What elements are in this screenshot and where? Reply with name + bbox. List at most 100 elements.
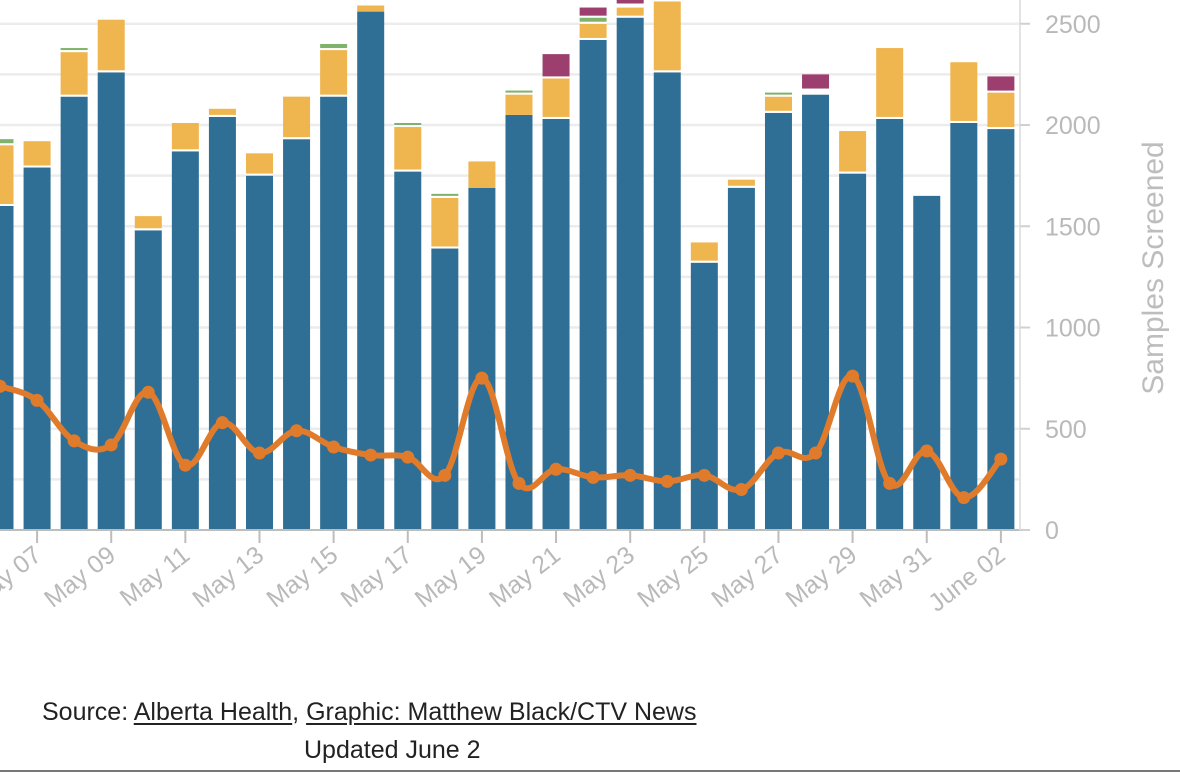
bar-series-blue: [690, 262, 718, 530]
bar-series-white-gap: [802, 92, 830, 95]
bar-series-blue: [23, 167, 51, 530]
bar-series-blue: [542, 118, 570, 531]
bar-series-blue: [245, 175, 273, 530]
bar-series-yellow: [653, 1, 681, 71]
bar-series-yellow: [579, 23, 607, 38]
bar-series-green: [505, 90, 533, 93]
bar-series-white-gap-2: [764, 94, 792, 97]
bar-series-yellow: [616, 7, 644, 16]
bar-series-blue: [727, 187, 755, 530]
bar-series-white-gap-3: [542, 76, 570, 79]
x-tick-label: May 23: [558, 541, 640, 614]
line-point: [623, 468, 637, 482]
bar-series-yellow: [876, 48, 904, 117]
line-point: [0, 379, 7, 393]
bar-series-purple: [987, 76, 1015, 91]
line-point: [771, 446, 785, 460]
bar-series-white-gap: [839, 171, 867, 174]
line-point: [141, 385, 155, 399]
bar-series-white-gap: [764, 110, 792, 113]
bar-series-white-gap: [690, 260, 718, 263]
y-tick-labels: 0 500 1000 1500 2000 2500: [1045, 11, 1101, 545]
bar-series-purple: [802, 74, 830, 89]
bar-series-yellow: [468, 161, 496, 188]
bar-series-blue: [839, 173, 867, 530]
line-point: [364, 448, 378, 462]
line-point: [178, 458, 192, 472]
bar-series-white-gap: [950, 120, 978, 123]
bar-series-white-gap: [97, 70, 125, 73]
bar-series-white-gap-3: [579, 15, 607, 18]
y-tick-label: 1000: [1045, 315, 1101, 343]
line-point: [290, 424, 304, 438]
line-point: [994, 452, 1008, 466]
bar-series-white-gap: [208, 114, 236, 117]
source-line: Source: Alberta Health, Graphic: Matthew…: [42, 698, 696, 727]
bar-series-yellow: [23, 141, 51, 166]
line-point: [475, 371, 489, 385]
line-point: [215, 416, 229, 430]
y-tick-label: 0: [1045, 517, 1059, 545]
bar-series-white-gap: [653, 70, 681, 73]
bar-series-white-gap: [542, 116, 570, 119]
line-point: [327, 440, 341, 454]
bar-series-blue: [60, 96, 88, 531]
x-tick-label: May 11: [115, 541, 195, 612]
x-tick-label: May 07: [0, 541, 47, 614]
bar-series-purple: [542, 54, 570, 77]
bar-series-blue: [950, 122, 978, 530]
bar-series-blue: [394, 171, 422, 530]
source-link[interactable]: Alberta Health: [133, 698, 293, 726]
bar-series-purple: [579, 7, 607, 16]
line-point: [809, 446, 823, 460]
bar-series-blue: [913, 195, 941, 530]
bar-series-blue: [208, 116, 236, 531]
bar-series-green: [764, 92, 792, 95]
bar-series-yellow: [764, 96, 792, 111]
bar-series-white-gap: [579, 37, 607, 40]
bar-series-blue: [283, 139, 311, 531]
bar-series-blue: [616, 17, 644, 531]
x-tick-label: May 21: [484, 541, 566, 614]
x-tick-label: May 29: [780, 541, 862, 614]
graphic-credit-link[interactable]: Graphic: Matthew Black/CTV News: [306, 698, 697, 726]
bar-series-white-gap: [171, 149, 199, 152]
y-tick-label: 2000: [1045, 112, 1101, 140]
bar-series-yellow: [987, 92, 1015, 128]
source-separator: ,: [292, 698, 307, 726]
bar-series-blue: [431, 248, 459, 530]
line-point: [734, 483, 748, 496]
y-tick-label: 500: [1045, 416, 1087, 444]
bar-series-white-gap: [0, 203, 14, 206]
line-point: [512, 476, 526, 490]
source-prefix: Source:: [42, 698, 134, 726]
bar-series-blue: [0, 206, 14, 530]
line-point: [957, 491, 971, 505]
line-point: [549, 462, 563, 476]
bar-series-white-gap-2: [802, 90, 830, 93]
bar-series-white-gap: [727, 185, 755, 188]
x-tick-label: May 15: [261, 541, 343, 614]
bar-series-green: [431, 193, 459, 196]
y-tick-label: 2500: [1045, 11, 1101, 39]
bar-series-yellow: [283, 96, 311, 138]
bar-series-yellow: [208, 108, 236, 115]
line-point: [104, 438, 118, 452]
bar-series-white-gap: [134, 228, 162, 231]
axes: [0, 0, 1030, 543]
bar-series-yellow: [542, 78, 570, 117]
bar-series-white-gap-2: [431, 195, 459, 198]
bar-series-green: [579, 17, 607, 22]
bar-series-white-gap: [616, 15, 644, 18]
bar-series-yellow: [134, 216, 162, 229]
bar-series-white-gap-2: [320, 48, 348, 51]
bar-series-white-gap-2: [987, 90, 1015, 93]
x-tick-label: May 09: [39, 541, 121, 614]
line-point: [438, 468, 452, 482]
bar-series-blue: [579, 39, 607, 530]
bar-series-purple: [616, 0, 644, 4]
bar-series-white-gap: [283, 137, 311, 140]
bar-series-white-gap-2: [579, 21, 607, 24]
